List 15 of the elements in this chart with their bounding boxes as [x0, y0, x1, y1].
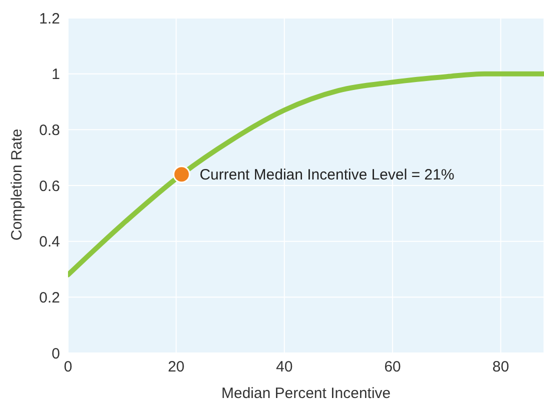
x-tick-label: 0	[64, 358, 72, 376]
x-tick-label: 60	[384, 358, 401, 376]
annotation: Current Median Incentive Level = 21%	[200, 166, 454, 184]
y-axis-title: Completion Rate	[8, 128, 26, 240]
y-tick-label: 0.8	[39, 122, 60, 139]
x-tick-label: 80	[492, 358, 510, 376]
y-tick-label: 1	[52, 66, 60, 84]
y-tick-label: 0	[52, 345, 60, 362]
x-axis-title: Median Percent Incentive	[221, 385, 391, 402]
y-tick-label: 0.6	[39, 178, 60, 195]
y-tick-label: 0.4	[39, 234, 60, 251]
x-tick-label: 40	[276, 358, 293, 376]
x-tick-label: 20	[168, 358, 185, 376]
y-tick-label: 0.2	[39, 289, 60, 306]
y-tick-label: 1.2	[39, 10, 60, 28]
